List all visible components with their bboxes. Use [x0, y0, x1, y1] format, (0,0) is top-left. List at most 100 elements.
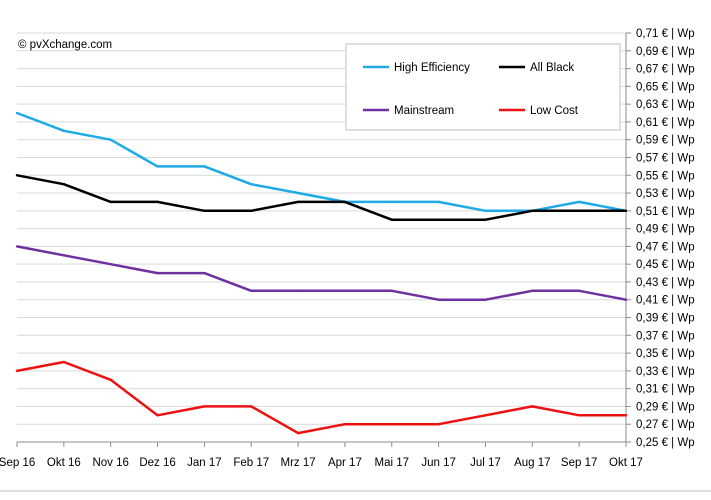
- y-tick-label: 0,65 € | Wp: [636, 81, 695, 93]
- data-point-mainstream: [437, 298, 440, 301]
- data-point-high-efficiency: [484, 209, 487, 213]
- grid-lines: [17, 32, 626, 443]
- legend-label-all-black: All Black: [530, 62, 574, 74]
- data-point-all-black: [250, 209, 253, 213]
- y-tick-label: 0,61 € | Wp: [636, 117, 695, 129]
- data-point-mainstream: [531, 289, 534, 293]
- y-tick-label: 0,41 € | Wp: [636, 295, 695, 307]
- data-point-mainstream: [109, 262, 112, 266]
- data-point-all-black: [577, 209, 581, 213]
- data-point-high-efficiency: [62, 129, 66, 133]
- data-point-all-black: [296, 200, 300, 204]
- y-tick-label: 0,43 € | Wp: [636, 277, 695, 289]
- series-line-high-efficiency: [16, 111, 627, 213]
- data-point-mainstream: [484, 298, 487, 301]
- data-point-low-cost: [296, 431, 300, 435]
- y-tick-label: 0,67 € | Wp: [636, 64, 695, 76]
- x-tick-label: Okt 17: [609, 457, 643, 469]
- data-point-mainstream: [203, 271, 206, 275]
- x-tick-label: Nov 16: [92, 457, 128, 469]
- x-tick-label: Jan 17: [187, 457, 222, 469]
- data-point-low-cost: [390, 423, 393, 426]
- legend-label-low-cost: Low Cost: [530, 105, 579, 117]
- legend-box: [345, 43, 621, 131]
- data-point-high-efficiency: [437, 200, 440, 204]
- y-tick-label: 0,57 € | Wp: [636, 152, 695, 164]
- data-point-mainstream: [624, 298, 628, 301]
- x-tick-label: Jul 17: [470, 457, 501, 469]
- data-point-all-black: [437, 218, 440, 221]
- data-point-mainstream: [15, 245, 19, 248]
- y-tick-label: 0,45 € | Wp: [636, 259, 695, 271]
- legend: High Efficiency All Black Mainstream Low Co…: [345, 43, 621, 131]
- data-point-low-cost: [62, 360, 66, 364]
- data-point-low-cost: [343, 423, 347, 426]
- y-tick-label: 0,71 € | Wp: [636, 28, 695, 40]
- data-point-mainstream: [390, 289, 393, 293]
- data-point-low-cost: [109, 378, 112, 381]
- x-tick-labels: Sep 16 Okt 16 Nov 16 Dez 16 Jan 17 Feb 17 Mrz …: [0, 457, 643, 469]
- data-point-all-black: [390, 218, 393, 221]
- data-point-mainstream: [62, 254, 66, 257]
- x-tick-label: Mrz 17: [280, 457, 315, 469]
- series-line-low-cost: [16, 360, 626, 435]
- data-point-high-efficiency: [296, 191, 300, 195]
- y-tick-label: 0,31 € | Wp: [636, 384, 695, 396]
- x-tick-label: Feb 17: [233, 457, 269, 469]
- y-tick-label: 0,35 € | Wp: [636, 348, 695, 360]
- y-tick-label: 0,49 € | Wp: [636, 224, 695, 236]
- y-tick-label: 0,55 € | Wp: [636, 170, 695, 182]
- data-point-mainstream: [296, 289, 300, 293]
- y-tick-label: 0,69 € | Wp: [636, 46, 695, 58]
- y-tick-label: 0,63 € | Wp: [636, 99, 695, 111]
- data-point-high-efficiency: [109, 138, 112, 141]
- data-point-low-cost: [624, 414, 628, 417]
- x-tick-label: Jun 17: [421, 457, 456, 469]
- data-point-mainstream: [250, 289, 253, 293]
- y-tick-label: 0,59 € | Wp: [636, 135, 695, 147]
- data-point-low-cost: [577, 414, 581, 417]
- data-point-all-black: [484, 218, 487, 221]
- copyright-text: © pvXchange.com: [18, 39, 112, 51]
- x-tick-label: Aug 17: [514, 457, 550, 469]
- data-point-all-black: [343, 200, 347, 204]
- x-tick-label: Mai 17: [375, 457, 410, 469]
- y-tick-label: 0,37 € | Wp: [636, 330, 695, 342]
- data-point-all-black: [15, 174, 19, 177]
- data-point-high-efficiency: [390, 200, 393, 204]
- y-tick-label: 0,25 € | Wp: [636, 437, 695, 449]
- series-line-mainstream: [16, 245, 627, 301]
- data-point-all-black: [624, 209, 628, 213]
- series-lines: [15, 111, 628, 435]
- data-point-high-efficiency: [250, 182, 253, 186]
- data-point-mainstream: [343, 289, 347, 293]
- data-point-low-cost: [437, 423, 440, 426]
- y-tick-labels: 0,71 € | Wp 0,69 € | Wp 0,67 € | Wp 0,65 € …: [636, 28, 695, 449]
- data-point-low-cost: [156, 414, 159, 417]
- legend-label-mainstream: Mainstream: [394, 105, 454, 117]
- x-tick-label: Apr 17: [328, 457, 362, 469]
- data-point-mainstream: [156, 271, 159, 275]
- series-line-all-black: [16, 174, 626, 221]
- data-point-high-efficiency: [203, 165, 206, 168]
- y-tick-label: 0,33 € | Wp: [636, 366, 695, 378]
- y-tick-label: 0,53 € | Wp: [636, 188, 695, 200]
- data-point-all-black: [109, 200, 112, 204]
- y-tick-label: 0,27 € | Wp: [636, 419, 695, 431]
- data-point-low-cost: [250, 405, 253, 408]
- data-point-all-black: [531, 209, 534, 213]
- x-tick-label: Sep 17: [561, 457, 597, 469]
- x-tick-label: Sep 16: [0, 457, 35, 469]
- data-point-high-efficiency: [156, 165, 159, 168]
- y-tick-label: 0,29 € | Wp: [636, 401, 695, 413]
- y-tick-label: 0,47 € | Wp: [636, 241, 695, 253]
- data-point-low-cost: [203, 405, 206, 408]
- x-tick-label: Dez 16: [139, 457, 175, 469]
- data-point-low-cost: [15, 369, 19, 373]
- x-tick-label: Okt 16: [47, 457, 81, 469]
- y-tick-label: 0,39 € | Wp: [636, 313, 695, 325]
- data-point-all-black: [62, 182, 66, 186]
- y-tick-label: 0,51 € | Wp: [636, 206, 695, 218]
- data-point-all-black: [156, 200, 159, 204]
